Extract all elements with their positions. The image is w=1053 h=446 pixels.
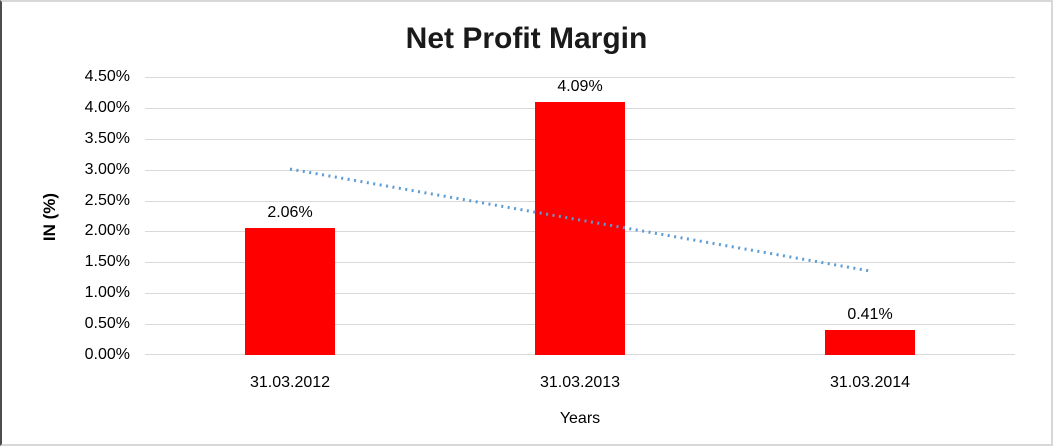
x-category-label: 31.03.2012 xyxy=(249,374,331,391)
y-tick-label: 4.00% xyxy=(84,99,130,116)
data-label: 4.09% xyxy=(557,78,603,95)
bar-31.03.2013 xyxy=(535,102,625,355)
y-tick-label: 3.00% xyxy=(84,161,130,178)
x-category-label: 31.03.2013 xyxy=(539,374,621,391)
x-axis-title: Years xyxy=(559,410,601,427)
y-tick-label: 1.50% xyxy=(84,253,130,270)
bar-31.03.2014 xyxy=(825,330,915,355)
y-tick-label: 0.50% xyxy=(84,315,130,332)
y-tick-label: 2.50% xyxy=(84,192,130,209)
y-tick-label: 2.00% xyxy=(84,222,130,239)
x-category-label: 31.03.2014 xyxy=(829,374,911,391)
data-label: 0.41% xyxy=(847,306,893,323)
bar-31.03.2012 xyxy=(245,228,335,355)
data-label: 2.06% xyxy=(267,204,313,221)
gridline xyxy=(145,77,1015,78)
y-tick-label: 3.50% xyxy=(84,130,130,147)
plot-area: 2.06% 31.03.2012 4.09% 31.03.2013 0.41% 31.03… xyxy=(145,77,1015,391)
y-tick-label: 1.00% xyxy=(84,284,130,301)
y-tick-label: 0.00% xyxy=(84,346,130,363)
chart-title: Net Profit Margin xyxy=(405,22,648,55)
y-tick-label: 4.50% xyxy=(84,68,130,85)
